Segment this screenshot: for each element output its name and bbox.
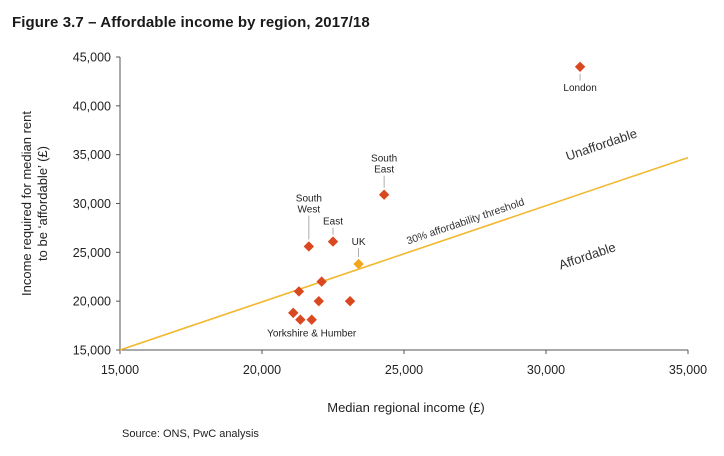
x-axis-title: Median regional income (£) (327, 400, 485, 415)
chart-title: Figure 3.7 – Affordable income by region… (12, 14, 370, 31)
point-label-south-west: South (296, 193, 322, 204)
y-tick-label: 40,000 (73, 99, 111, 113)
zone-label-unaffordable: Unaffordable (564, 126, 639, 164)
x-tick-label: 15,000 (101, 363, 139, 377)
data-point-east (327, 236, 339, 247)
y-axis-title-line-1: Income required for median rent (19, 111, 34, 296)
x-tick-label: 35,000 (669, 363, 707, 377)
zone-label-affordable: Affordable (557, 239, 618, 272)
point-label-east: East (323, 217, 343, 228)
x-tick-label: 25,000 (385, 363, 423, 377)
y-tick-label: 30,000 (73, 197, 111, 211)
point-label-south-east: South (371, 154, 397, 165)
threshold-line (119, 156, 689, 351)
data-point-region (293, 286, 305, 297)
source-note: Source: ONS, PwC analysis (122, 428, 259, 440)
y-tick-label: 35,000 (73, 148, 111, 162)
data-point-uk (353, 258, 364, 270)
y-tick-label: 20,000 (73, 295, 111, 309)
data-point-london (574, 61, 586, 72)
point-label-london: London (563, 83, 596, 94)
data-point-region (344, 295, 356, 307)
data-point-region (288, 307, 299, 319)
data-point-region (313, 295, 324, 307)
y-axis-title-line-2: to be ‘affordable’ (£) (35, 146, 50, 261)
y-tick-label: 45,000 (73, 51, 111, 65)
data-point-south-east (378, 189, 390, 200)
point-label-uk: UK (352, 237, 366, 248)
data-point-region (295, 314, 306, 325)
point-label-yorkshire-humber: Yorkshire & Humber (267, 329, 357, 340)
point-label-south-east: East (374, 165, 394, 176)
data-point-region (316, 276, 327, 287)
point-label-south-west: West (298, 204, 321, 215)
x-tick-label: 20,000 (243, 363, 281, 377)
threshold-label: 30% affordability threshold (405, 196, 526, 247)
y-tick-label: 15,000 (73, 344, 111, 358)
data-point-south-west (303, 241, 315, 252)
y-tick-label: 25,000 (73, 246, 111, 260)
data-point-yorkshire-humber (306, 314, 317, 325)
x-tick-label: 30,000 (527, 363, 565, 377)
